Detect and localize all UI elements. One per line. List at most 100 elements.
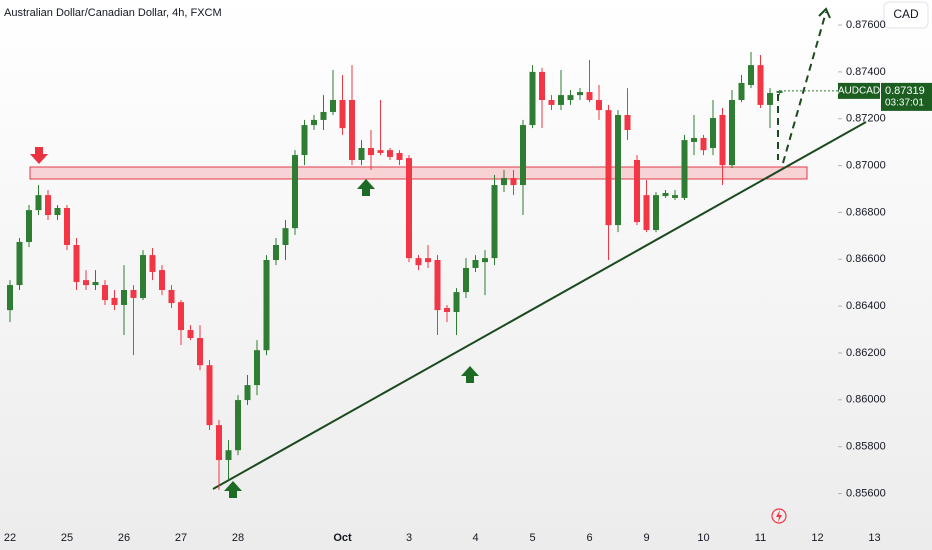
candle-body [64,208,70,246]
candle-body [710,118,716,149]
x-tick-label: 27 [175,532,187,544]
currency-button[interactable] [883,1,929,29]
up-arrow [224,481,242,498]
candle-body [653,195,659,231]
candle-body [273,245,279,260]
candle-body [159,270,165,290]
x-tick-label: 6 [586,532,592,544]
x-tick-label: 25 [61,532,73,544]
resistance-zone [29,166,808,180]
candle-body [757,65,764,105]
x-tick-label: 10 [697,532,709,544]
x-tick-label: 3 [406,532,412,544]
candle-body [330,100,336,112]
x-tick-label: 5 [529,532,535,544]
candle-body [54,208,61,216]
currency-label[interactable]: CAD [893,7,919,21]
y-tick-label: 0.86000 [846,394,886,406]
candle-body [672,195,678,198]
candle-body [92,282,99,286]
x-tick-label: 28 [232,532,244,544]
candle-body [111,297,118,305]
candle-body [311,119,317,126]
candle-body [586,92,593,101]
candle-body [206,365,213,426]
chart-title: Australian Dollar/Canadian Dollar, 4h, F… [4,7,222,19]
candle-body [178,302,184,331]
candle-body [149,255,156,272]
candle-body [7,285,13,311]
candle-body [368,148,374,156]
candle-body [520,125,526,186]
x-tick-label: 4 [472,532,478,544]
candle-body [216,425,222,461]
event-icon[interactable] [771,508,787,524]
y-tick-label: 0.86800 [846,206,886,218]
candle-body [292,155,298,229]
candle-body [121,289,127,305]
trend-line [212,121,867,490]
candle-body [225,450,232,461]
candle-body [615,115,621,226]
candle-body [453,292,460,312]
candle-body [776,90,783,93]
candle-body [577,92,583,96]
candle-body [396,152,403,160]
candle-body [501,178,507,186]
candle-body [425,258,431,263]
candle-body [681,140,688,198]
candle-body [482,258,488,263]
price-badge [881,82,932,111]
candle-body [140,255,146,298]
candle-body [301,125,308,156]
x-tick-label: Oct [333,532,352,544]
candle-body [510,178,517,186]
event-icon-bolt [776,510,782,522]
candle-body [558,95,564,105]
down-arrow [30,147,48,164]
candle-body [406,158,412,259]
candle-body [548,100,555,105]
candle-body [244,385,251,401]
last-price-label: 0.87319 [885,85,925,97]
candle-body [463,267,469,293]
y-tick-label: 0.86600 [846,253,886,265]
candle-body [26,210,32,242]
x-tick-label: 13 [868,532,880,544]
candle-body [130,289,137,298]
candle-body [83,280,89,286]
candle-body [235,400,241,451]
up-arrow [461,366,479,383]
countdown-label: 03:37:01 [885,98,924,109]
candle-body [529,71,536,126]
x-tick-label: 11 [755,532,766,544]
candle-body [320,111,327,120]
candle-body [197,338,203,366]
candle-body [415,258,422,266]
candles [7,52,783,491]
candle-body [35,195,42,211]
candle-body [662,193,669,197]
y-tick-label: 0.87400 [846,66,886,78]
candle-body [491,185,498,259]
candle-body [187,330,194,338]
candle-body [767,92,773,105]
symbol-badge [838,82,880,99]
candle-body [387,150,393,157]
candle-body [16,241,23,286]
candle-body [434,260,441,311]
candle-body [643,195,650,231]
candle-body [596,100,602,111]
candle-body [444,308,450,312]
y-tick-label: 0.86200 [846,347,886,359]
candle-body [634,159,640,223]
candle-body [168,289,175,304]
y-tick-label: 0.87600 [846,19,886,31]
y-tick-label: 0.87000 [846,160,886,172]
candle-body [729,100,735,166]
candle-body [472,260,479,268]
candle-body [102,285,108,301]
candle-body [605,110,612,226]
projection-arrowhead [818,7,831,19]
candle-body [691,137,697,142]
